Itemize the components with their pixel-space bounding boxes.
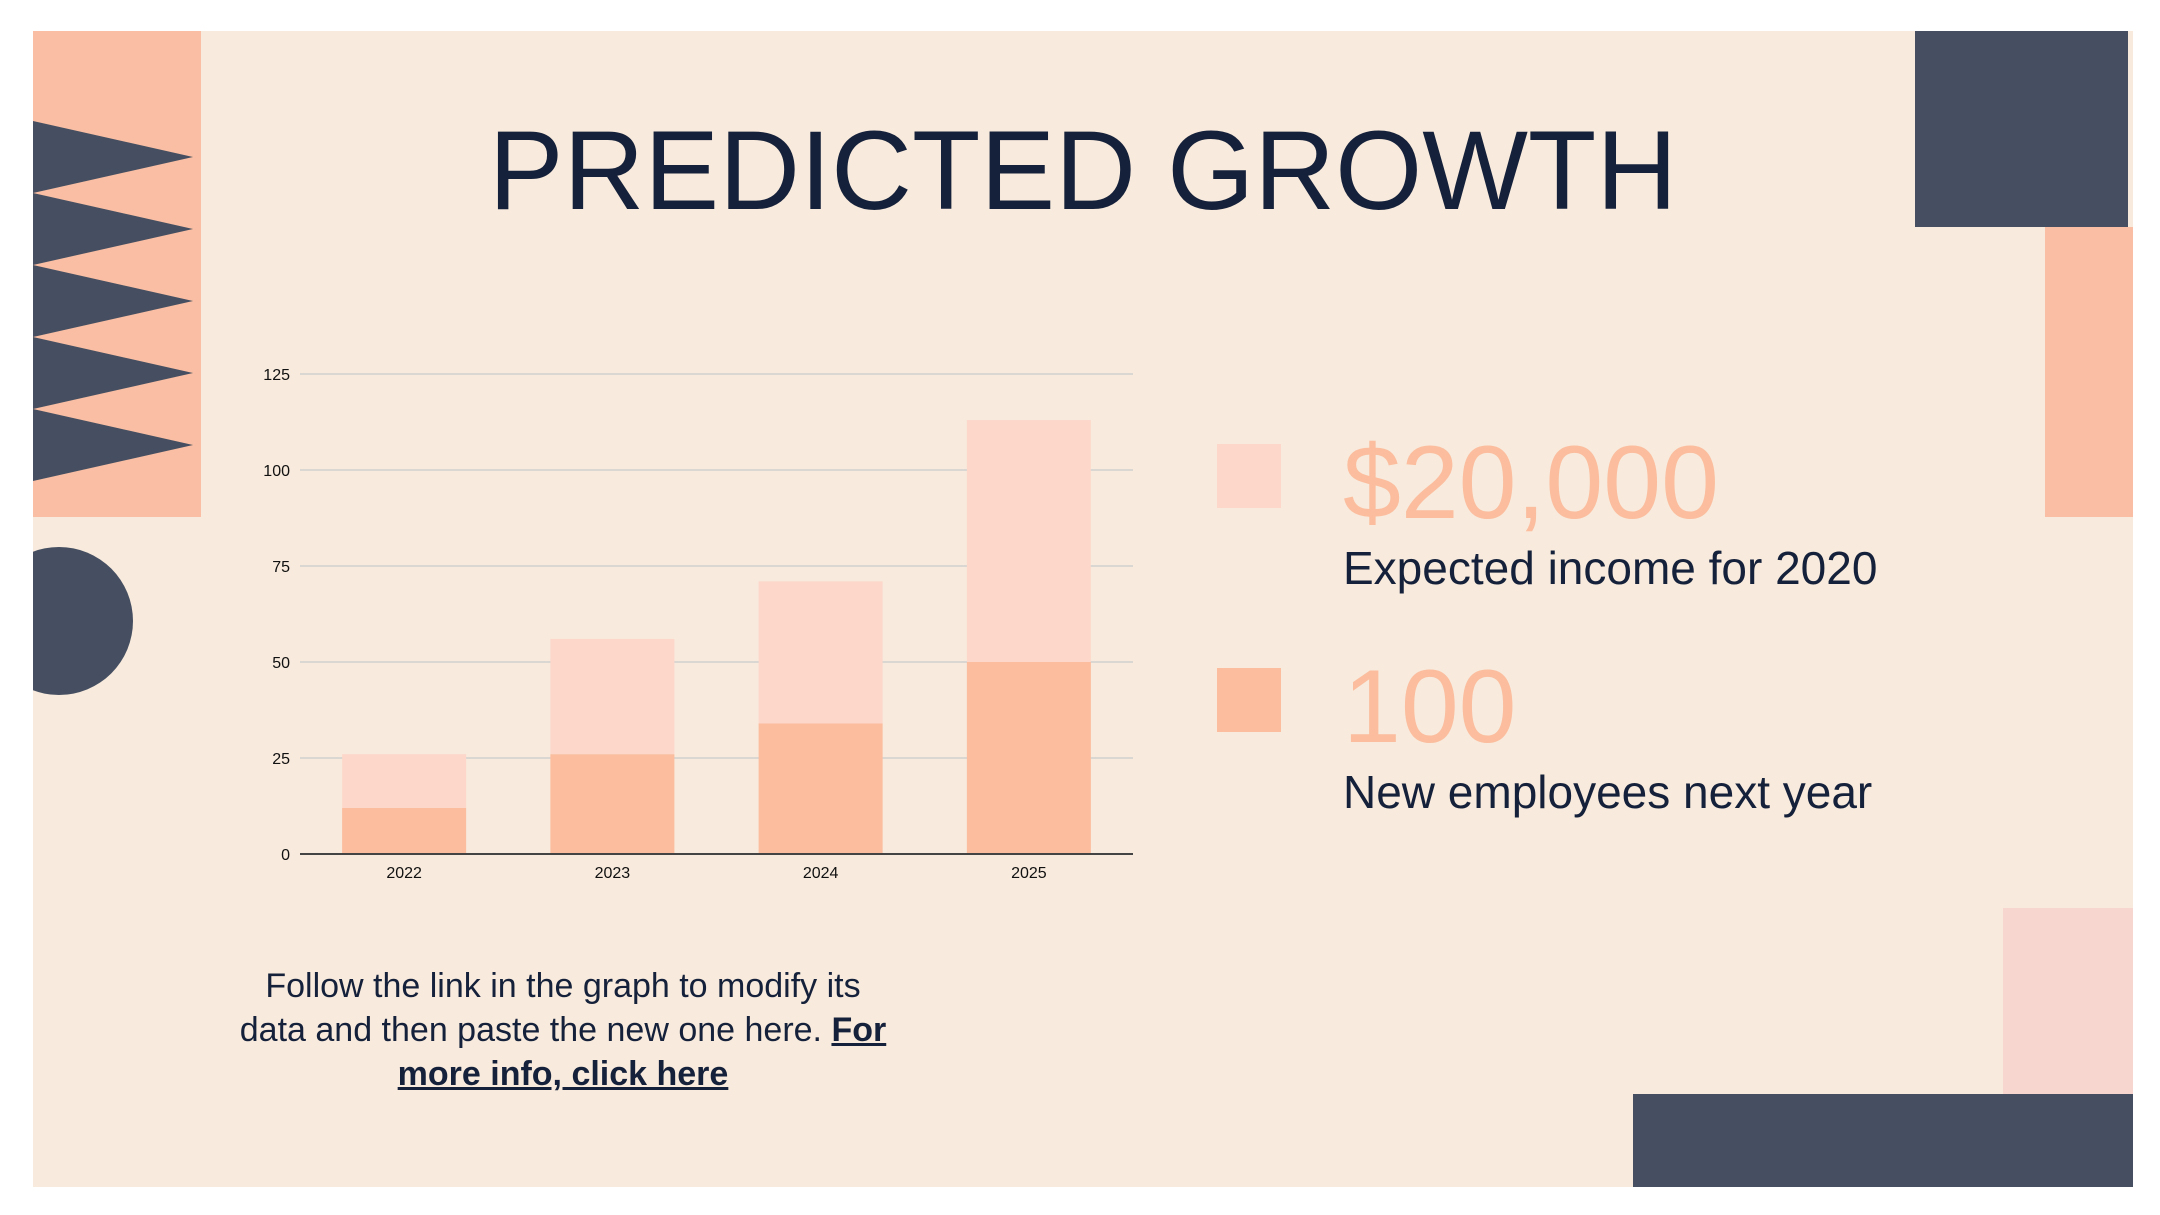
slide: PREDICTED GROWTH 0 25 50 75 100 125 2022 2023 20… [33,31,2133,1187]
bar-2025-segment-2[interactable] [966,420,1091,662]
y-tick-label: 125 [263,367,290,384]
bar-2025-segment-1[interactable] [966,662,1091,854]
page-title: PREDICTED GROWTH [488,108,1678,233]
x-tick-label: 2025 [1011,865,1047,882]
chart-bars [342,420,1091,854]
legend-swatch-peach [1217,668,1281,732]
x-tick-label: 2022 [386,865,422,882]
caption: Follow the link in the graph to modify i… [233,964,893,1096]
stat-employees-value: 100 [1343,649,1517,765]
decorative-bottom-dark-block [1633,1094,2133,1187]
x-tick-label: 2024 [803,865,839,882]
decorative-right-strip [2045,227,2133,517]
more-info-link[interactable]: For more info, click here [397,1011,887,1093]
chart-axes: 0 25 50 75 100 125 2022 2023 2024 2025 [263,367,1133,882]
y-tick-label: 0 [281,847,290,864]
bar-2022-segment-2[interactable] [342,754,467,808]
bar-2024-segment-2[interactable] [758,581,883,724]
caption-text: Follow the link in the graph to modify i… [239,967,861,1049]
y-tick-label: 50 [272,655,290,672]
decorative-triangles [33,121,193,481]
bar-2022-segment-1[interactable] [342,807,467,854]
bar-2024-segment-1[interactable] [758,723,883,854]
stat-employees-label: New employees next year [1343,766,1873,818]
stat-income-label: Expected income for 2020 [1343,542,1878,594]
bar-2023-segment-2[interactable] [550,638,675,755]
stat-income-value: $20,000 [1343,425,1719,541]
x-tick-label: 2023 [595,865,631,882]
decorative-top-right-block [1915,31,2128,227]
decorative-bottom-pink-block [2003,908,2133,1094]
y-tick-label: 25 [272,751,290,768]
y-tick-label: 100 [263,463,290,480]
bar-2023-segment-1[interactable] [550,754,675,854]
bar-chart[interactable]: 0 25 50 75 100 125 2022 2023 2024 2025 [33,31,2133,1187]
y-tick-label: 75 [272,559,290,576]
legend-swatch-light-pink [1217,444,1281,508]
